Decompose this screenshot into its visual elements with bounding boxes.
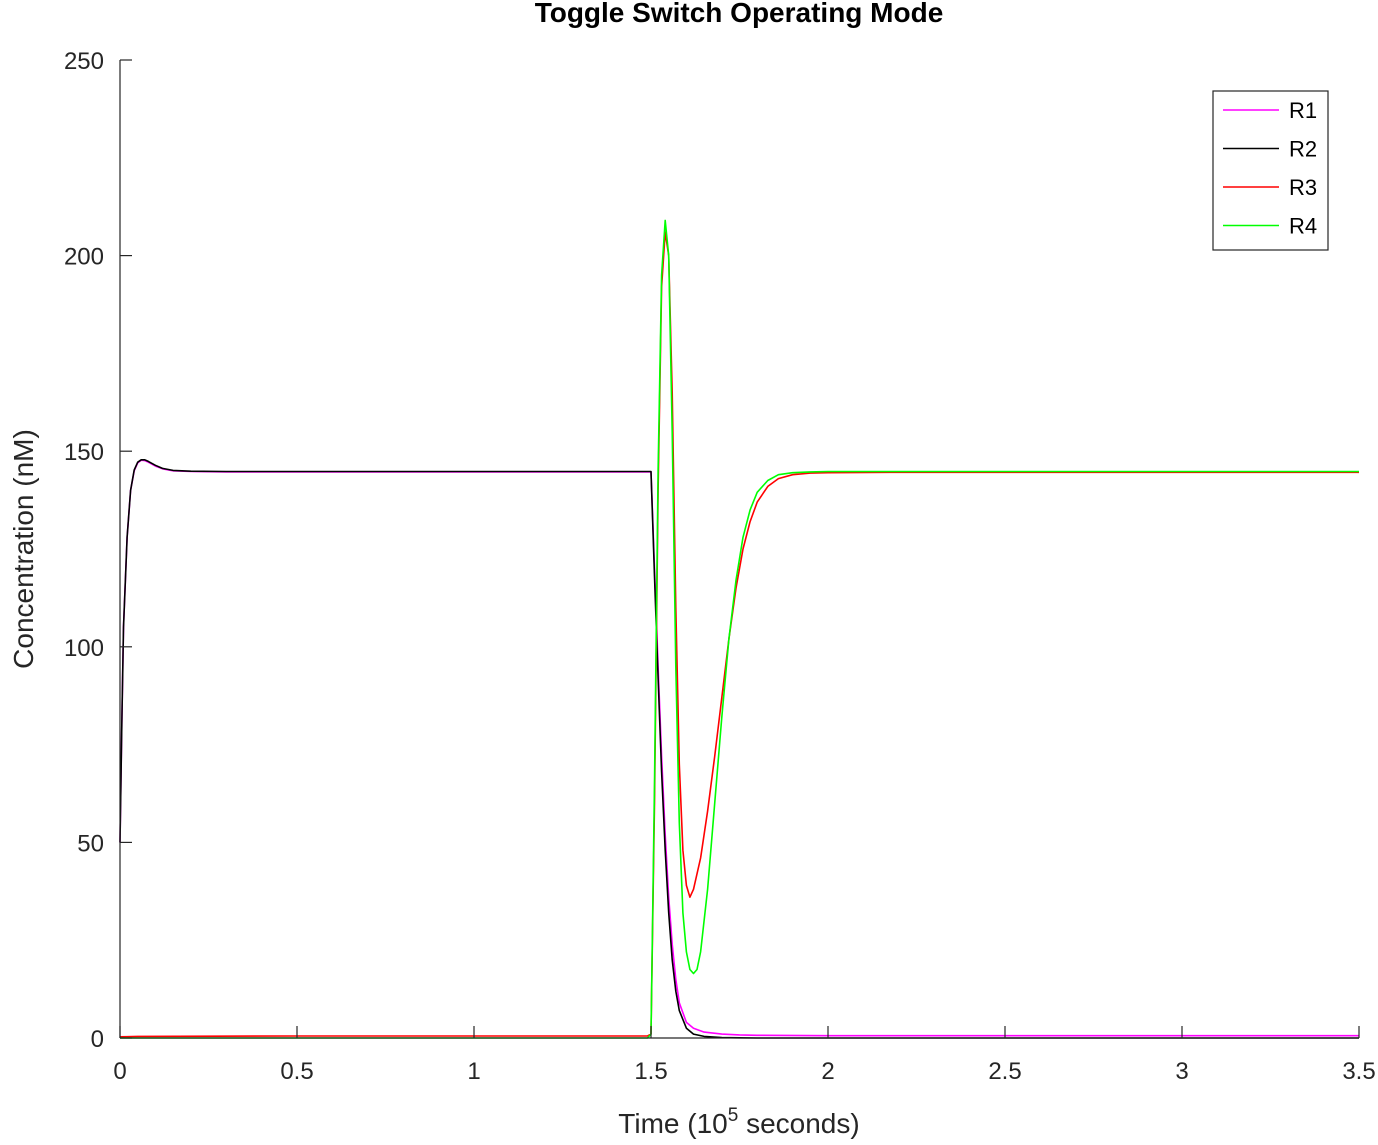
x-axis-label-exponent: 5 [728, 1105, 739, 1126]
axes: 0 0.5 1 1.5 2 2.5 3 3.5 0 50 100 150 200 250 [64, 48, 1376, 1085]
x-axis-label: Time (105 seconds) [618, 1105, 859, 1139]
legend-box [1212, 90, 1329, 251]
x-tick-label: 0.5 [280, 1058, 313, 1085]
x-axis-label-suffix: seconds) [738, 1108, 859, 1139]
legend: R1 R2 R3 R4 [1212, 90, 1329, 251]
legend-label-r2: R2 [1289, 137, 1317, 162]
x-tick-label: 1 [467, 1058, 480, 1085]
x-tick-label: 0 [113, 1058, 126, 1085]
y-tick-label: 200 [64, 244, 104, 271]
chart-title: Toggle Switch Operating Mode [535, 0, 944, 28]
y-tick-label: 150 [64, 439, 104, 466]
x-tick-label: 2.5 [988, 1058, 1021, 1085]
legend-label-r1: R1 [1289, 98, 1317, 123]
x-tick-label: 1.5 [634, 1058, 667, 1085]
y-tick-label: 100 [64, 635, 104, 662]
y-tick-label: 250 [64, 48, 104, 75]
x-axis-label-prefix: Time (10 [618, 1108, 727, 1139]
x-tick-label: 3 [1175, 1058, 1188, 1085]
y-tick-label: 50 [77, 830, 104, 857]
y-axis-label: Concentration (nM) [8, 429, 39, 669]
y-tick-label: 0 [91, 1026, 104, 1053]
series-line-r4 [120, 219, 1359, 1039]
x-tick-label: 2 [821, 1058, 834, 1085]
x-tick-label: 3.5 [1342, 1058, 1375, 1085]
legend-label-r3: R3 [1289, 175, 1317, 200]
legend-label-r4: R4 [1289, 214, 1317, 239]
